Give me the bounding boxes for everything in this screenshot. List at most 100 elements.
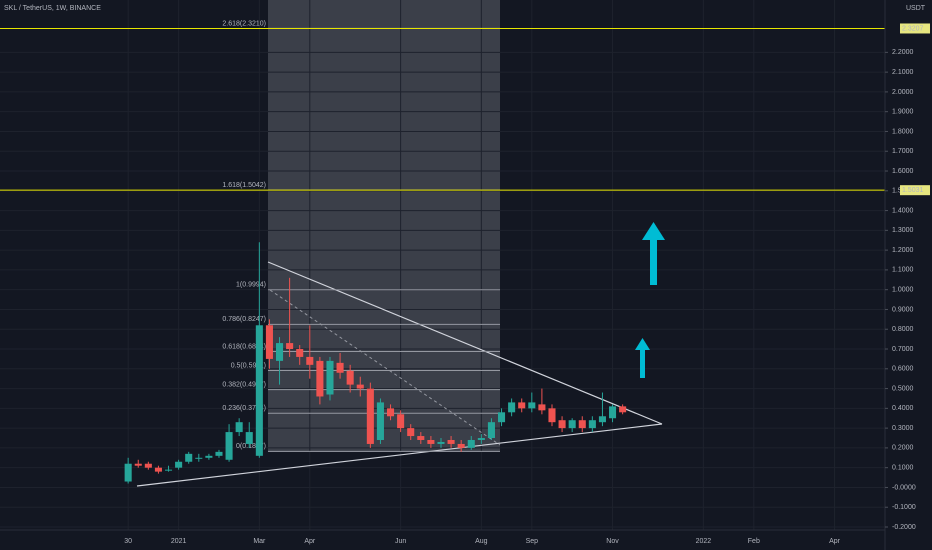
candle-body bbox=[578, 420, 586, 429]
candle-body bbox=[215, 451, 223, 456]
fib-label: 0.618(0.6874) bbox=[222, 343, 266, 350]
x-tick-label: Feb bbox=[748, 538, 760, 545]
candle-body bbox=[124, 463, 132, 482]
candle-body bbox=[336, 362, 344, 373]
fib-label: 0.786(0.8247) bbox=[222, 316, 266, 323]
x-tick-label: Nov bbox=[606, 538, 619, 545]
arrow-head bbox=[642, 222, 665, 240]
candle-body bbox=[144, 463, 152, 468]
x-tick-label: 2022 bbox=[696, 538, 712, 545]
price-label: 1.5031 bbox=[902, 187, 924, 194]
fib-label: 0.382(0.4947) bbox=[222, 381, 266, 388]
y-tick-label: 2.0000 bbox=[892, 89, 914, 96]
candle-body bbox=[518, 402, 526, 409]
y-tick-label: 0.9000 bbox=[892, 306, 914, 313]
candle-body bbox=[619, 406, 627, 413]
fib-zone bbox=[268, 0, 500, 452]
candles bbox=[124, 242, 627, 484]
y-tick-label: -0.2000 bbox=[892, 524, 916, 531]
trend-line bbox=[267, 261, 663, 425]
fib-label: 0.5(0.5911) bbox=[231, 362, 266, 369]
y-tick-label: 1.8000 bbox=[892, 128, 914, 135]
fib-label: 0(0.1827) bbox=[236, 443, 266, 450]
candle-body bbox=[366, 388, 374, 444]
candle-body bbox=[326, 360, 334, 395]
y-tick-label: 1.0000 bbox=[892, 287, 914, 294]
candle-body bbox=[407, 428, 415, 437]
x-tick-label: Apr bbox=[829, 538, 841, 545]
candle-body bbox=[417, 436, 425, 440]
y-tick-label: 0.4000 bbox=[892, 405, 914, 412]
candle-body bbox=[134, 463, 142, 466]
candle-body bbox=[195, 457, 203, 459]
price-label-box bbox=[900, 23, 930, 34]
arrow-shaft bbox=[640, 348, 645, 378]
y-tick-label: 0.1000 bbox=[892, 465, 914, 472]
y-tick-label: 1.4000 bbox=[892, 207, 914, 214]
fib-label: 0.236(0.3754) bbox=[222, 405, 266, 412]
candle-body bbox=[397, 414, 405, 429]
axis-unit: USDT bbox=[906, 5, 926, 12]
candle-body bbox=[255, 325, 263, 456]
candle-body bbox=[528, 402, 536, 409]
candle-body bbox=[175, 461, 183, 468]
candle-body bbox=[154, 467, 162, 472]
arrow-head bbox=[635, 338, 650, 350]
y-tick-label: 1.2000 bbox=[892, 247, 914, 254]
y-tick-label: 0.7000 bbox=[892, 346, 914, 353]
candle-body bbox=[558, 420, 566, 429]
candle-body bbox=[508, 402, 516, 413]
candle-body bbox=[185, 453, 193, 462]
candle-body bbox=[467, 439, 475, 448]
candle-body bbox=[346, 370, 354, 385]
y-tick-label: 1.6000 bbox=[892, 168, 914, 175]
candle-body bbox=[386, 408, 395, 417]
y-tick-label: 0.8000 bbox=[892, 326, 914, 333]
price-label: 2.3207 bbox=[902, 25, 924, 32]
candle-body bbox=[457, 443, 465, 448]
x-tick-label: Mar bbox=[253, 538, 266, 545]
candle-body bbox=[225, 432, 233, 460]
y-tick-label: 0.5000 bbox=[892, 385, 914, 392]
x-tick-label: Jun bbox=[395, 538, 406, 545]
candle-body bbox=[477, 438, 485, 440]
candle-body bbox=[427, 439, 435, 444]
candle-body bbox=[164, 469, 173, 471]
candle-body bbox=[356, 384, 364, 389]
y-tick-label: 2.2000 bbox=[892, 49, 914, 56]
candle-body bbox=[498, 412, 506, 423]
candle-body bbox=[205, 455, 213, 458]
fib-label: 1.618(1.5042) bbox=[222, 182, 266, 189]
y-tick-label: 0.3000 bbox=[892, 425, 914, 432]
candle-body bbox=[296, 349, 304, 357]
y-tick-label: 2.1000 bbox=[892, 69, 914, 76]
candle-body bbox=[286, 343, 294, 350]
y-tick-label: 1.7000 bbox=[892, 148, 914, 155]
candle-body bbox=[245, 432, 253, 444]
candle-body bbox=[548, 408, 556, 423]
trend-line bbox=[136, 423, 663, 487]
x-tick-label: Aug bbox=[475, 538, 488, 545]
candle-body bbox=[265, 325, 273, 359]
y-tick-label: -0.1000 bbox=[892, 504, 916, 511]
fib-label: 1(0.9994) bbox=[236, 282, 266, 289]
candle-body bbox=[588, 420, 596, 429]
candle-body bbox=[568, 420, 576, 429]
y-tick-label: 1.9000 bbox=[892, 109, 914, 116]
y-tick-label: -0.0000 bbox=[892, 484, 916, 491]
candle-body bbox=[609, 406, 617, 419]
candle-body bbox=[316, 360, 324, 397]
x-tick-label: Apr bbox=[304, 538, 316, 545]
candle-body bbox=[275, 343, 284, 361]
candle-body bbox=[437, 441, 445, 444]
y-tick-label: 1.1000 bbox=[892, 267, 914, 274]
candle-body bbox=[376, 402, 384, 440]
y-tick-label: 1.3000 bbox=[892, 227, 914, 234]
price-label-box bbox=[900, 185, 930, 196]
candle-body bbox=[538, 404, 546, 411]
fib-label: 2.618(2.3210) bbox=[222, 20, 266, 27]
arrows bbox=[635, 222, 665, 378]
grid bbox=[0, 0, 885, 530]
